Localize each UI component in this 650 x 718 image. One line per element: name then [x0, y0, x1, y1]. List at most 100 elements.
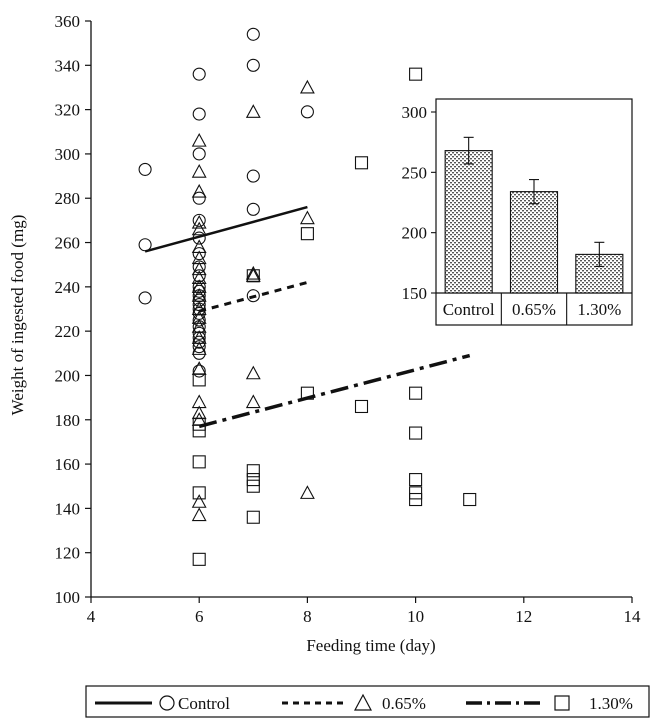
data-points [138, 27, 477, 566]
y-tick-label: 200 [55, 366, 81, 385]
legend-circle-marker [159, 695, 175, 711]
data-point-circle [192, 231, 206, 245]
inset-category-label: 0.65% [512, 300, 556, 319]
legend: Control 0.65% 1.30% [85, 685, 650, 718]
data-point-circle [246, 58, 260, 72]
data-point-circle [192, 364, 206, 378]
inset-bars [444, 150, 624, 294]
scatter-plot: 100 120 140 160 180 200 220 240 260 280 300 320 340 3… [8, 12, 641, 655]
data-point-circle [192, 260, 206, 274]
data-point-triangle [191, 310, 207, 324]
y-tick-label: 340 [55, 56, 81, 75]
x-tick-label: 14 [624, 607, 642, 626]
data-point-square [192, 417, 206, 431]
x-ticks: 4 6 8 10 12 14 [87, 597, 641, 626]
x-tick-label: 8 [303, 607, 312, 626]
data-point-triangle [245, 265, 261, 280]
inset-bar [509, 191, 559, 294]
legend-label-065: 0.65% [382, 694, 426, 713]
y-tick-label: 360 [55, 12, 81, 31]
inset-error-bars [463, 136, 605, 268]
y-tick-label: 160 [55, 455, 81, 474]
data-point-triangle [191, 183, 207, 198]
data-point-triangle [191, 288, 207, 302]
data-point-circle [138, 162, 152, 176]
x-tick-label: 4 [87, 607, 96, 626]
legend-label-130: 1.30% [589, 694, 633, 713]
y-tick-label: 140 [55, 499, 81, 518]
y-tick-label: 100 [55, 588, 81, 607]
data-point-triangle [191, 279, 207, 293]
data-point-circle [192, 191, 206, 205]
trend-line [198, 353, 471, 429]
data-point-circle [138, 238, 152, 252]
y-tick-label: 240 [55, 278, 81, 297]
data-point-triangle [191, 341, 207, 355]
data-point-circle [192, 213, 206, 227]
data-point-triangle [191, 214, 207, 229]
data-point-square [409, 67, 423, 81]
data-point-square [409, 492, 423, 507]
data-point-circle [192, 340, 206, 354]
y-tick-label: 300 [55, 145, 81, 164]
data-point-circle [246, 202, 260, 216]
data-point-triangle [191, 494, 207, 508]
data-point-square [192, 486, 206, 500]
x-tick-label: 10 [407, 607, 424, 626]
legend-item-130: 1.30% [466, 694, 633, 713]
data-point-square [409, 473, 423, 487]
data-point-circle [192, 247, 206, 261]
y-tick-label: 260 [55, 234, 81, 253]
data-point-circle [192, 67, 206, 81]
data-point-circle [138, 291, 152, 305]
trend-lines [144, 205, 471, 429]
inset-category-label: 1.30% [577, 300, 621, 319]
data-point-triangle [299, 210, 315, 225]
legend-triangle-marker [354, 693, 372, 711]
data-point-circle [192, 326, 206, 340]
data-point-triangle [191, 507, 207, 522]
y-ticks: 100 120 140 160 180 200 220 240 260 280 300 320 340 3… [55, 12, 91, 607]
y-tick-label: 280 [55, 189, 81, 208]
data-point-triangle [191, 132, 207, 147]
inset-category-labels: Control 0.65% 1.30% [443, 293, 621, 325]
data-point-triangle [191, 163, 207, 178]
inset-category-label: Control [443, 300, 495, 319]
legend-item-control: Control [95, 694, 230, 713]
legend-item-065: 0.65% [282, 693, 426, 713]
data-point-square [192, 424, 206, 438]
data-point-circle [246, 27, 260, 41]
data-point-square [246, 269, 260, 283]
x-tick-label: 12 [515, 607, 532, 626]
trend-line [144, 205, 308, 253]
data-point-triangle [299, 79, 315, 94]
data-point-square [463, 492, 477, 507]
data-point-square [409, 426, 423, 440]
data-point-square [192, 455, 206, 469]
data-point-circle [192, 147, 206, 161]
data-point-square [192, 373, 206, 387]
data-point-square [246, 473, 260, 487]
x-axis-label: Feeding time (day) [306, 636, 435, 655]
data-point-triangle [191, 301, 207, 316]
data-point-square [300, 386, 314, 400]
data-point-triangle [191, 221, 207, 236]
legend-square-marker [554, 695, 570, 711]
data-point-triangle [191, 261, 207, 276]
data-point-circle [300, 105, 314, 119]
inset-bar [444, 150, 493, 294]
data-point-square [192, 552, 206, 566]
data-point-square [246, 464, 260, 478]
x-tick-label: 6 [195, 607, 204, 626]
data-point-square [354, 156, 369, 170]
data-point-triangle [191, 361, 207, 375]
data-point-triangle [299, 485, 315, 499]
data-point-triangle [245, 104, 261, 118]
data-point-triangle [245, 365, 261, 380]
data-point-circle [246, 289, 260, 303]
inset-bar-chart: 150 200 250 300 Control 0.65% 1.30% [402, 98, 633, 326]
data-point-circle [192, 269, 206, 283]
y-tick-label: 180 [55, 411, 81, 430]
inset-y-tick-label: 250 [402, 163, 428, 182]
